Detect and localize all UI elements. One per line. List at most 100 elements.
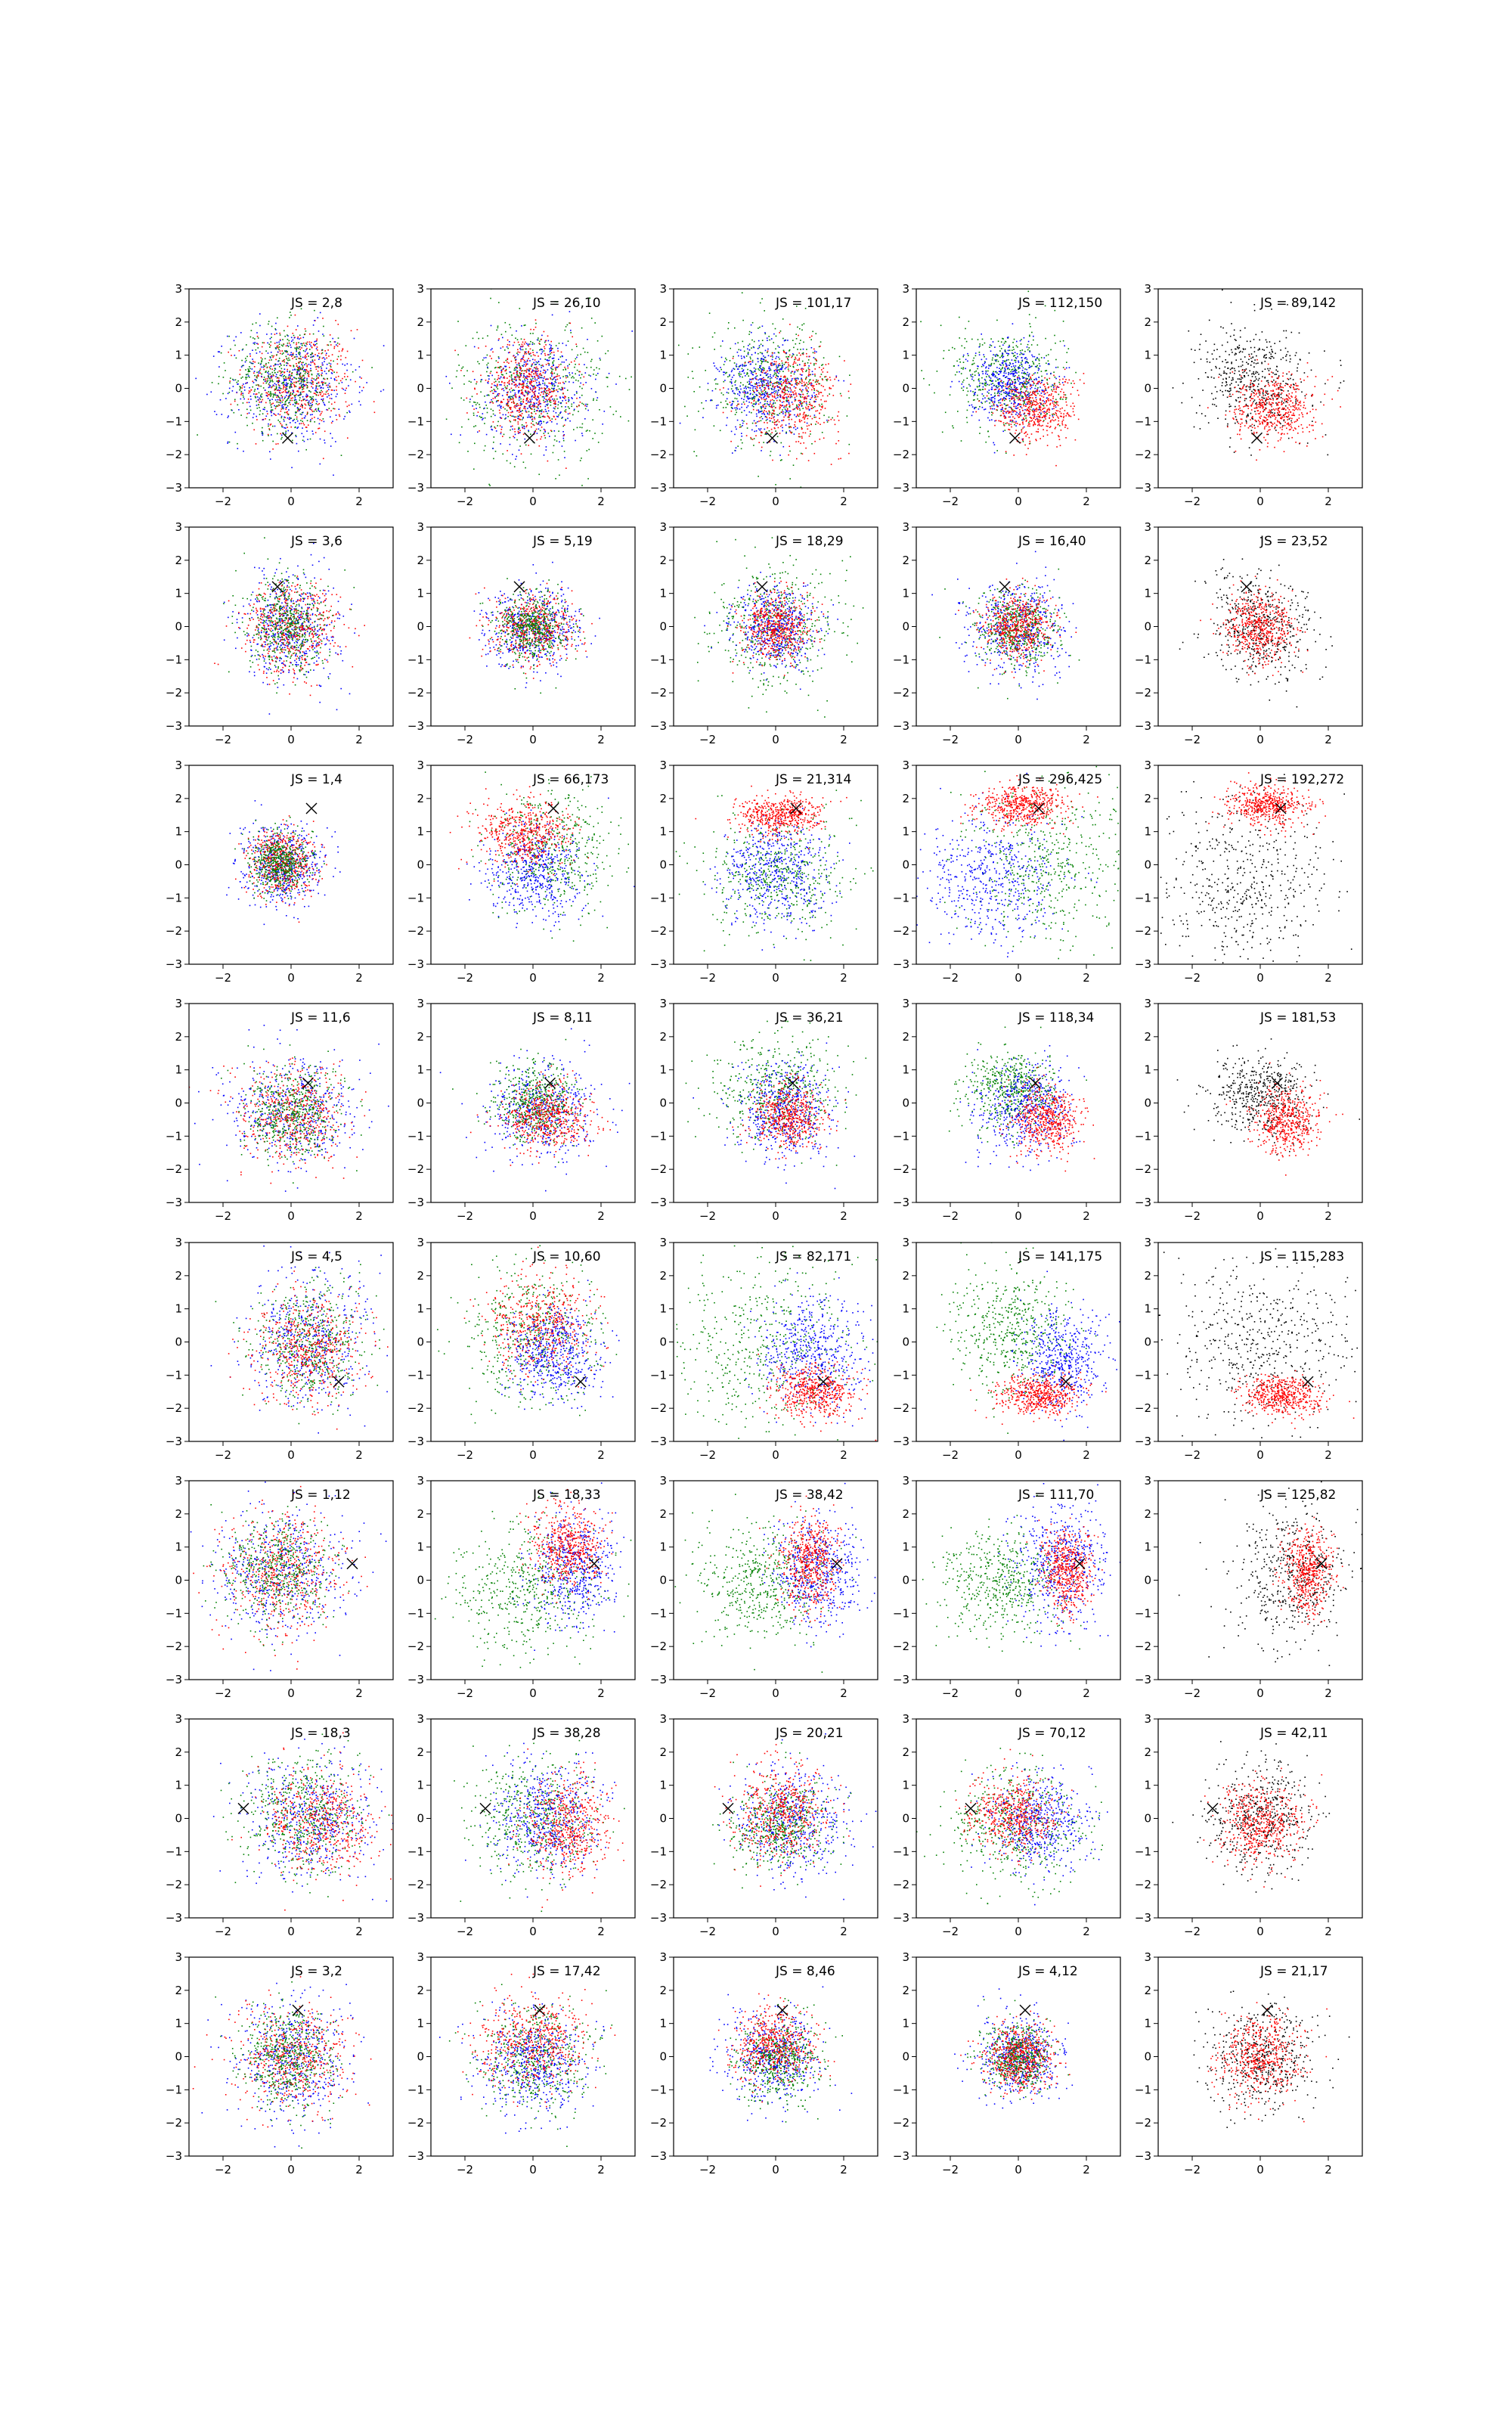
scatter-point [773,400,775,402]
scatter-point [802,352,804,354]
scatter-point [285,345,287,347]
scatter-point [758,411,760,412]
scatter-point [772,409,773,411]
scatter-point [485,401,486,403]
scatter-point [785,400,788,402]
scatter-point [808,424,810,427]
scatter-point [241,365,243,367]
scatter-point [528,430,530,433]
scatter-point [789,406,791,408]
scatter-point [771,365,773,367]
scatter-point [521,413,523,414]
scatter-point [451,433,452,436]
scatter-point [300,384,302,386]
scatter-point [506,372,507,374]
scatter-point [568,399,570,402]
scatter-point [779,383,782,385]
scatter-point [298,352,299,354]
scatter-point [518,399,520,401]
scatter-point [978,372,980,374]
scatter-point [966,387,968,389]
scatter-point [761,383,764,385]
scatter-point [314,320,315,321]
scatter-point [764,395,767,397]
scatter-point [557,404,559,406]
scatter-point [306,385,308,386]
scatter-point [848,443,850,445]
scatter-point [289,365,290,367]
scatter-point [315,379,318,380]
scatter-point [311,356,313,358]
scatter-point [785,352,787,355]
scatter-point [779,433,781,434]
scatter-point [575,379,577,381]
scatter-point [791,431,793,433]
scatter-point [540,438,541,440]
scatter-point [327,344,328,346]
scatter-point [761,368,763,370]
scatter-point [782,366,784,368]
scatter-point [774,382,776,384]
scatter-point [736,411,737,414]
scatter-point [336,389,337,391]
scatter-point [277,443,279,445]
scatter-point [268,343,270,346]
scatter-point [772,385,774,386]
scatter-point [311,409,313,411]
scatter-point [318,356,321,358]
scatter-point [243,383,244,385]
scatter-point [349,410,350,412]
scatter-point [352,371,354,373]
scatter-point [486,371,488,373]
scatter-point [551,379,553,380]
scatter-point [593,398,594,400]
scatter-point [750,372,752,374]
scatter-point [249,366,250,368]
scatter-point [757,348,759,349]
scatter-point [281,392,283,393]
scatter-point [320,392,322,394]
scatter-point [538,421,540,423]
scatter-point [346,376,349,377]
scatter-point [516,371,518,373]
scatter-point [792,364,794,365]
scatter-point [819,367,820,368]
scatter-point [318,382,320,384]
scatter-point [747,386,749,388]
scatter-point [547,433,550,434]
scatter-point [238,350,240,352]
scatter-point [288,390,290,392]
scatter-point [522,358,523,359]
scatter-point [256,376,258,378]
scatter-point [814,440,816,442]
scatter-point [302,439,304,441]
scatter-point [525,411,528,413]
scatter-point [1009,400,1011,402]
scatter-point [1058,393,1060,396]
scatter-point [778,365,779,367]
scatter-point [529,333,531,334]
scatter-point [598,368,600,370]
scatter-point [553,360,555,361]
scatter-point [530,416,531,417]
scatter-point [254,361,256,363]
scatter-point [795,356,796,358]
scatter-point [294,399,296,401]
scatter-point [473,401,475,403]
scatter-point [835,442,837,445]
scatter-point [776,374,777,377]
scatter-point [284,358,285,361]
scatter-point [760,420,762,422]
scatter-point [544,358,546,360]
scatter-point [789,450,791,452]
scatter-point [767,348,769,350]
scatter-point [265,382,267,384]
scatter-point [810,385,813,386]
scatter-point [1012,409,1014,411]
scatter-point [758,442,760,443]
scatter-point [274,393,276,395]
scatter-point [540,358,541,360]
scatter-point [323,458,324,460]
scatter-point [513,389,516,391]
scatter-point [504,349,506,351]
